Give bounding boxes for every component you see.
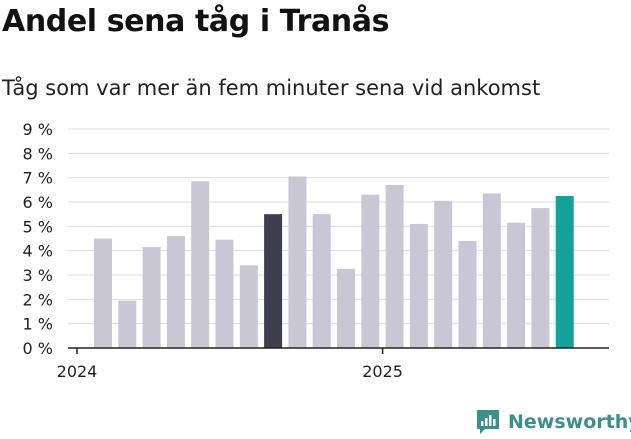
chart-title: Andel sena tåg i Tranås (2, 4, 390, 39)
bar (191, 181, 210, 348)
y-tick-label: 1 % (23, 315, 53, 334)
x-tick-label: 2024 (57, 362, 98, 381)
chart-subtitle: Tåg som var mer än fem minuter sena vid … (2, 76, 541, 100)
bars (94, 176, 574, 348)
bar (312, 214, 331, 348)
y-tick-label: 6 % (23, 193, 53, 212)
bar (531, 208, 550, 348)
bar (507, 222, 526, 348)
brand-name: Newsworthy (508, 411, 631, 433)
bar (482, 193, 501, 348)
bar (458, 240, 477, 348)
y-axis-ticks: 0 % 1 % 2 % 3 % 4 % 5 % 6 % 7 % 8 % 9 % (23, 120, 53, 358)
bar (337, 268, 355, 348)
newsworthy-chart-bubble-icon (477, 410, 499, 434)
bar (264, 214, 283, 348)
bar (239, 265, 258, 348)
bar (215, 239, 234, 348)
bar (94, 238, 112, 348)
y-tick-label: 8 % (23, 144, 53, 163)
y-tick-label: 4 % (23, 242, 53, 261)
y-tick-label: 5 % (23, 217, 53, 236)
x-axis-ticks: 2024 2025 (57, 348, 403, 381)
bar (142, 247, 161, 348)
bar (361, 194, 380, 348)
x-tick-label: 2025 (362, 362, 403, 381)
bar (385, 184, 404, 348)
brand-logo: Newsworthy (476, 409, 631, 435)
bar (409, 223, 428, 348)
bar (555, 195, 574, 348)
y-tick-label: 0 % (23, 339, 53, 358)
y-tick-label: 3 % (23, 266, 53, 285)
bar (166, 236, 185, 348)
bar (434, 200, 453, 348)
bar (288, 176, 307, 348)
bar (118, 300, 137, 348)
y-tick-label: 2 % (23, 290, 53, 309)
y-tick-label: 9 % (23, 120, 53, 139)
y-tick-label: 7 % (23, 169, 53, 188)
